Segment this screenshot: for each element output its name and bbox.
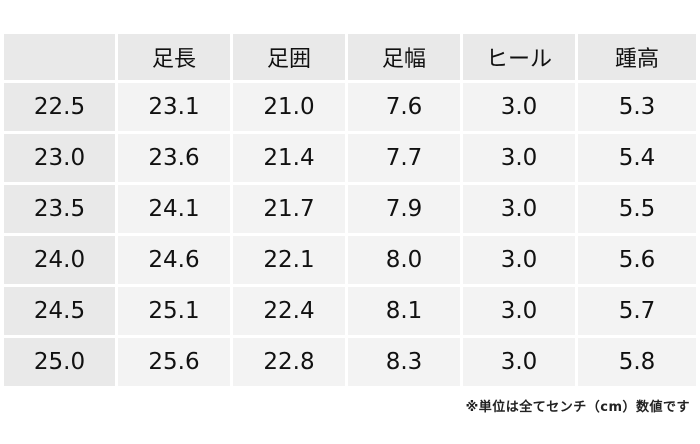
table-row: 25.0 25.6 22.8 8.3 3.0 5.8 [4,338,696,386]
cell-heel-height: 5.3 [578,83,696,131]
cell-foot-girth: 22.8 [233,338,345,386]
cell-foot-length: 23.1 [118,83,230,131]
cell-heel: 3.0 [463,185,575,233]
cell-foot-width: 8.3 [348,338,460,386]
cell-heel: 3.0 [463,287,575,335]
cell-foot-length: 25.1 [118,287,230,335]
cell-foot-length: 23.6 [118,134,230,182]
cell-foot-width: 8.1 [348,287,460,335]
table-row: 24.0 24.6 22.1 8.0 3.0 5.6 [4,236,696,284]
cell-foot-length: 24.6 [118,236,230,284]
cell-heel: 3.0 [463,83,575,131]
table-row: 22.5 23.1 21.0 7.6 3.0 5.3 [4,83,696,131]
cell-foot-width: 7.6 [348,83,460,131]
table-row: 23.5 24.1 21.7 7.9 3.0 5.5 [4,185,696,233]
cell-foot-width: 7.7 [348,134,460,182]
header-size [4,34,115,80]
size-table: 足長 足囲 足幅 ヒール 踵高 22.5 23.1 21.0 7.6 3.0 5.3 23.… [1,31,699,389]
cell-foot-girth: 21.4 [233,134,345,182]
cell-heel: 3.0 [463,338,575,386]
cell-foot-width: 7.9 [348,185,460,233]
header-foot-length: 足長 [118,34,230,80]
header-heel-height: 踵高 [578,34,696,80]
header-foot-width: 足幅 [348,34,460,80]
cell-foot-length: 25.6 [118,338,230,386]
cell-foot-width: 8.0 [348,236,460,284]
cell-size: 24.0 [4,236,115,284]
cell-foot-length: 24.1 [118,185,230,233]
table-row: 24.5 25.1 22.4 8.1 3.0 5.7 [4,287,696,335]
header-foot-girth: 足囲 [233,34,345,80]
cell-heel-height: 5.6 [578,236,696,284]
cell-foot-girth: 22.1 [233,236,345,284]
cell-heel-height: 5.4 [578,134,696,182]
cell-heel-height: 5.7 [578,287,696,335]
cell-size: 25.0 [4,338,115,386]
header-heel: ヒール [463,34,575,80]
table-row: 23.0 23.6 21.4 7.7 3.0 5.4 [4,134,696,182]
cell-size: 23.0 [4,134,115,182]
cell-heel-height: 5.8 [578,338,696,386]
cell-heel: 3.0 [463,236,575,284]
cell-heel: 3.0 [463,134,575,182]
cell-size: 24.5 [4,287,115,335]
header-row: 足長 足囲 足幅 ヒール 踵高 [4,34,696,80]
cell-size: 23.5 [4,185,115,233]
cell-heel-height: 5.5 [578,185,696,233]
cell-foot-girth: 21.0 [233,83,345,131]
cell-foot-girth: 21.7 [233,185,345,233]
cell-foot-girth: 22.4 [233,287,345,335]
unit-note: ※単位は全てセンチ（cm）数値です [465,400,690,415]
cell-size: 22.5 [4,83,115,131]
